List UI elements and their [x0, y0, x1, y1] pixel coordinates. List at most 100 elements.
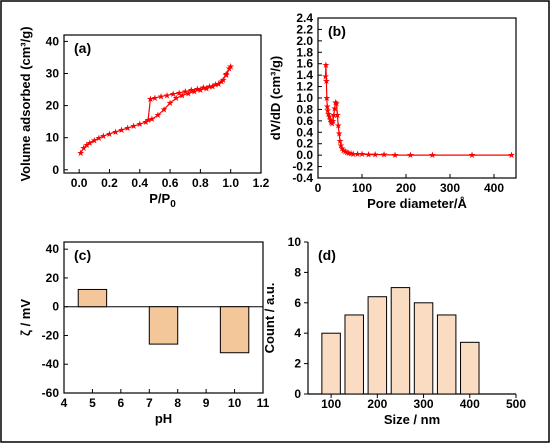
data-point: ★ [142, 118, 150, 128]
x-tick-label: 500 [506, 397, 526, 411]
bar [77, 288, 108, 308]
y-tick-label: 0.6 [296, 114, 313, 128]
data-point: ★ [163, 91, 171, 101]
bar [436, 314, 457, 395]
x-tick-label: 11 [257, 396, 270, 410]
data-point: ★ [205, 82, 213, 92]
data-point: ★ [172, 94, 180, 104]
bar [367, 296, 388, 395]
data-point: ★ [334, 121, 342, 131]
x-tick-label: 0.8 [192, 176, 209, 190]
x-tick-label: 8 [174, 396, 181, 410]
y-tick-label: 1.0 [296, 91, 313, 105]
data-point: ★ [323, 103, 331, 113]
data-point: ★ [468, 151, 476, 161]
data-point: ★ [105, 130, 113, 140]
data-point: ★ [335, 129, 343, 139]
x-axis-label: P/P0 [149, 191, 176, 210]
x-tick-label: 0 [315, 181, 322, 195]
data-point: ★ [199, 84, 207, 94]
data-point: ★ [154, 111, 162, 121]
data-point: ★ [99, 132, 107, 142]
bar [460, 341, 480, 395]
y-tick-label: 2.0 [296, 34, 313, 48]
data-point: ★ [333, 111, 341, 121]
x-tick-label: 10 [228, 396, 242, 410]
data-point: ★ [327, 118, 335, 128]
data-point: ★ [365, 151, 373, 161]
data-point: ★ [341, 148, 349, 158]
y-tick-label: -20 [42, 328, 60, 342]
data-point: ★ [322, 77, 330, 87]
y-tick-label: 0.2 [296, 137, 313, 151]
data-point: ★ [322, 61, 330, 71]
series-line [147, 66, 232, 121]
y-tick-label: 20 [46, 271, 60, 285]
data-point: ★ [196, 86, 204, 96]
data-point: ★ [77, 149, 85, 159]
y-tick-label: 1.4 [296, 68, 313, 82]
data-point: ★ [336, 137, 344, 147]
data-point: ★ [190, 87, 198, 97]
data-point: ★ [111, 128, 119, 138]
data-point: ★ [175, 89, 183, 99]
y-axis-label: Volume adsorbed (cm³/g) [18, 26, 33, 181]
data-point: ★ [202, 84, 210, 94]
data-point: ★ [151, 94, 159, 104]
x-tick-label: 200 [367, 397, 387, 411]
data-point: ★ [144, 116, 152, 126]
data-point: ★ [148, 115, 156, 125]
data-point: ★ [325, 110, 333, 120]
x-tick-label: 0.4 [131, 176, 148, 190]
x-tick-label: 300 [414, 397, 434, 411]
panel-a: 0.0 0.2 0.4 0.6 0.8 1.0 1.2 0 10 20 30 40 (a) P/P0 Vol… [18, 26, 270, 210]
x-tick-label: 0.2 [101, 176, 118, 190]
panel-b: 0 100 200 300 400-0.4-0.20.00.20.40.60.81.01… [268, 11, 517, 211]
y-tick-label: 0.0 [296, 148, 313, 162]
y-tick-label: 2 [294, 357, 301, 371]
data-point: ★ [160, 105, 168, 115]
y-tick-label: 0 [294, 387, 301, 401]
data-point: ★ [371, 151, 379, 161]
y-tick-label: 0.4 [296, 125, 313, 139]
series-line [80, 68, 230, 154]
data-point: ★ [330, 111, 338, 121]
data-point: ★ [227, 62, 235, 72]
x-tick-label: 300 [440, 181, 460, 195]
y-axis-label: ζ / mV [18, 299, 33, 336]
panel-c: 4 5 6 7 8 9 10 11 -60 -40 -20 0 20 40 (c) pH ζ / mV [18, 241, 270, 426]
data-point: ★ [95, 134, 103, 144]
data-point: ★ [332, 100, 340, 110]
data-point: ★ [181, 87, 189, 97]
bar [344, 314, 364, 395]
x-tick-label: 9 [203, 396, 210, 410]
x-axis-label: Size / nm [384, 412, 440, 427]
x-axis-label: Pore diameter/Å [367, 196, 467, 211]
data-point: ★ [187, 86, 195, 96]
panel-label: (c) [74, 247, 91, 263]
data-point: ★ [329, 117, 337, 127]
data-point: ★ [86, 139, 94, 149]
x-tick-label: 7 [146, 396, 153, 410]
y-tick-label: 0 [52, 300, 59, 314]
x-axis-label: pH [155, 411, 172, 426]
y-tick-label: 40 [46, 242, 60, 256]
data-point: ★ [218, 78, 226, 88]
y-tick-label: -60 [42, 386, 60, 400]
data-point: ★ [130, 122, 138, 132]
x-tick-label: 0.6 [162, 176, 179, 190]
data-point: ★ [323, 94, 331, 104]
x-tick-label: 0.0 [71, 176, 88, 190]
data-point: ★ [157, 93, 165, 103]
data-point: ★ [124, 124, 132, 134]
data-point: ★ [321, 72, 329, 82]
y-tick-label: 6 [294, 296, 301, 310]
data-point: ★ [345, 149, 353, 159]
data-point: ★ [184, 89, 192, 99]
data-point: ★ [208, 82, 216, 92]
data-point: ★ [90, 136, 98, 146]
y-tick-label: 2.4 [296, 11, 313, 25]
y-axis-label: dV/dD (cm³/g) [268, 56, 283, 141]
bar [413, 302, 434, 395]
